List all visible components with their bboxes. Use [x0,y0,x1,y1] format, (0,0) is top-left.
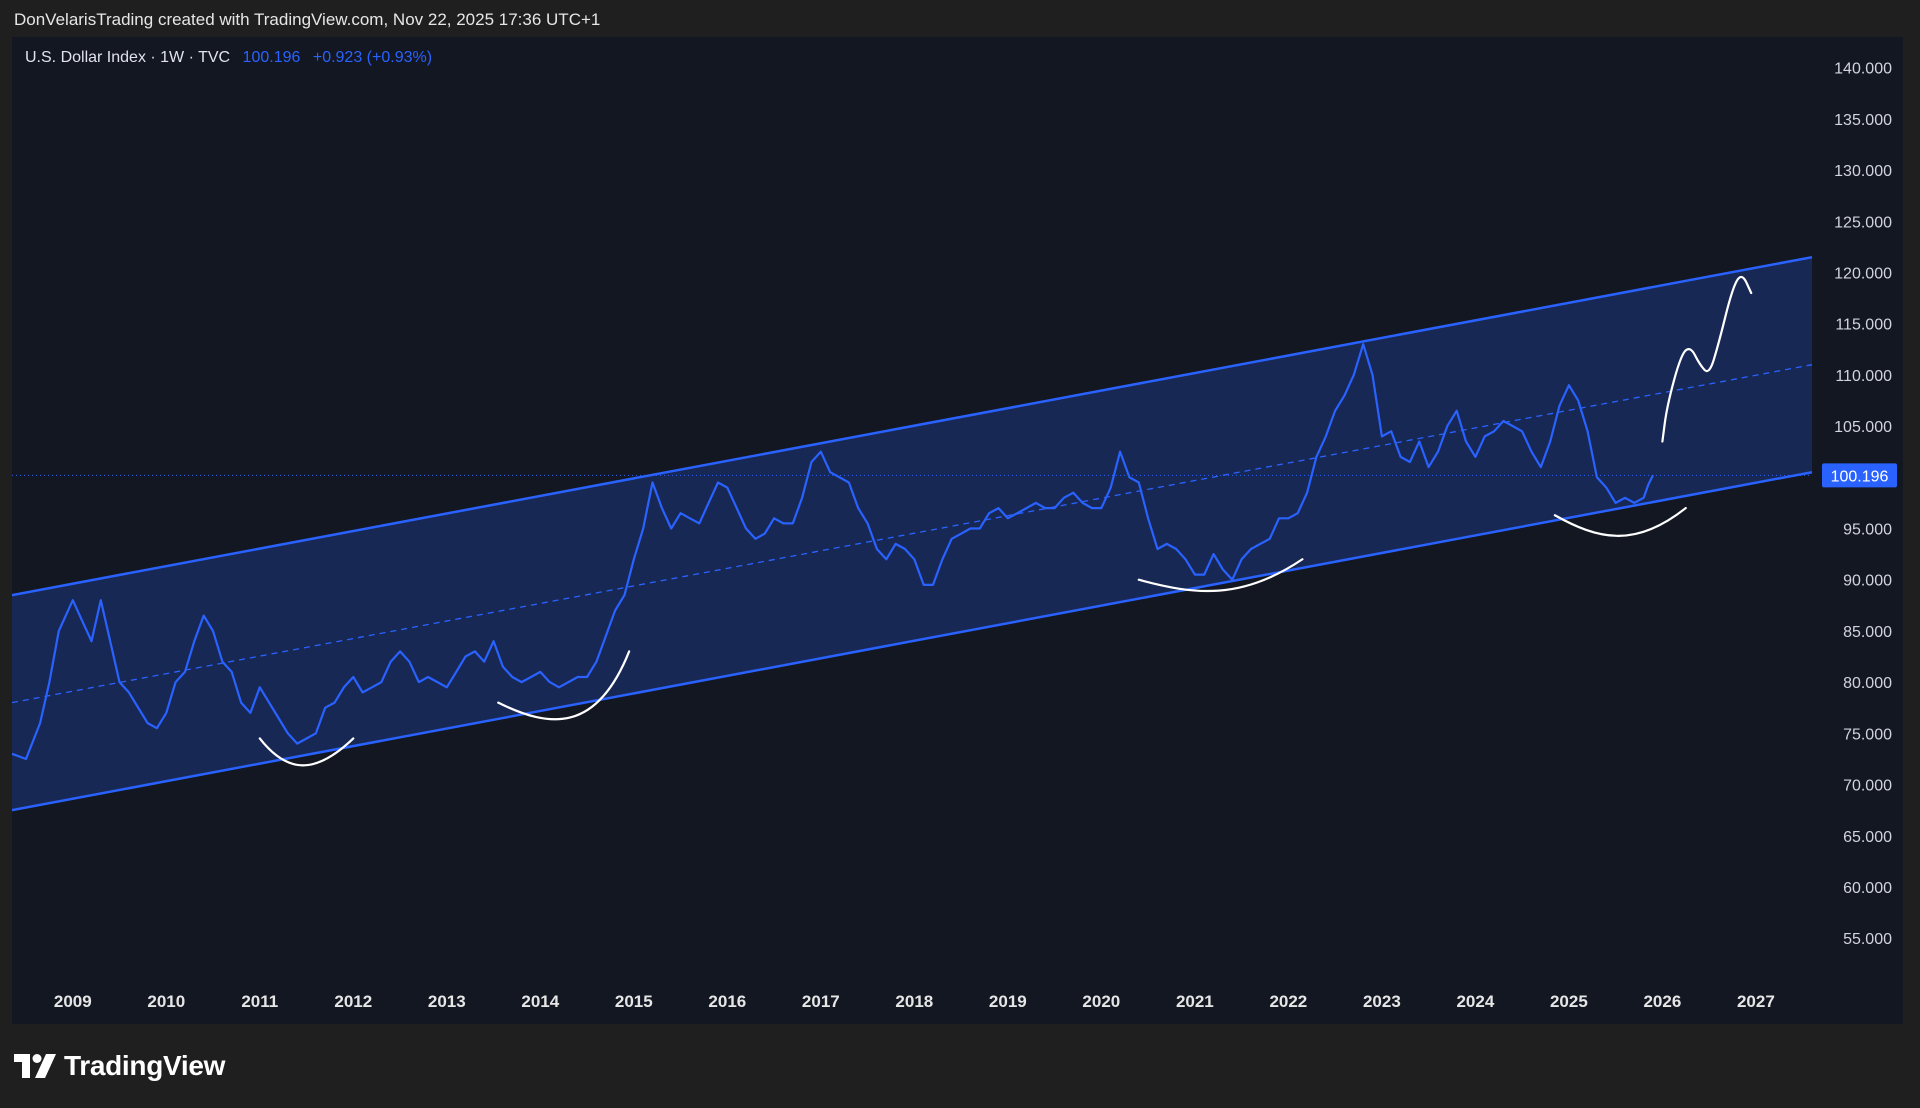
y-tick-label: 60.000 [1843,880,1892,897]
legend-change: +0.923 (+0.93%) [312,49,433,66]
x-tick-label: 2011 [241,992,278,1011]
x-tick-label: 2015 [615,992,653,1011]
price-chart[interactable]: 140.000 135.000 130.000 125.000 120.000 115.0… [12,37,1903,1024]
tradingview-logo-icon [14,1054,56,1078]
y-axis: 140.000 135.000 130.000 125.000 120.000 115.0… [1822,61,1897,948]
chart-legend[interactable]: U.S. Dollar Index · 1W · TVC 100.196 +0.… [25,49,432,67]
y-tick-label: 75.000 [1843,726,1892,743]
y-tick-label: 135.000 [1834,112,1892,129]
x-tick-label: 2017 [802,992,840,1011]
drawings-layer [258,275,1753,767]
channel-lower-line[interactable] [12,470,1813,812]
y-tick-label: 95.000 [1843,522,1892,539]
x-tick-label: 2016 [708,992,746,1011]
y-tick-label: 70.000 [1843,778,1892,795]
x-tick-label: 2013 [428,992,466,1011]
x-tick-label: 2023 [1363,992,1401,1011]
x-tick-label: 2026 [1643,992,1681,1011]
drawing-projection-path[interactable] [1661,275,1753,443]
drawing-arc-4[interactable] [1553,506,1687,537]
x-tick-label: 2019 [989,992,1027,1011]
x-tick-label: 2010 [147,992,185,1011]
x-tick-label: 2020 [1082,992,1120,1011]
y-tick-label: 140.000 [1834,61,1892,78]
x-tick-label: 2018 [895,992,933,1011]
series-layer [12,343,1654,761]
x-tick-label: 2021 [1176,992,1214,1011]
x-tick-label: 2025 [1550,992,1588,1011]
y-tick-label: 80.000 [1843,675,1892,692]
last-price-badge [1822,463,1897,488]
channel-middle-line[interactable] [12,364,1813,704]
y-tick-label: 110.000 [1835,368,1892,385]
last-price-badge-label: 100.196 [1831,468,1889,485]
y-tick-label: 65.000 [1843,829,1892,846]
y-tick-label: 115.000 [1835,317,1892,334]
y-tick-label: 105.000 [1834,419,1892,436]
drawing-arc-2[interactable] [497,650,631,721]
x-axis: 2009 2010 2011 2012 2013 2014 2015 2016 2017 2018… [54,992,1775,1011]
y-tick-label: 55.000 [1843,931,1892,948]
channel-layer [12,255,1813,812]
x-tick-label: 2009 [54,992,92,1011]
x-tick-label: 2024 [1456,992,1494,1011]
y-tick-label: 120.000 [1834,266,1892,283]
x-tick-label: 2014 [521,992,559,1011]
y-tick-label: 125.000 [1834,214,1892,231]
x-tick-label: 2012 [334,992,372,1011]
chart-attribution: DonVelarisTrading created with TradingVi… [14,10,601,29]
legend-symbol[interactable]: U.S. Dollar Index · 1W · TVC [25,49,231,66]
brand-name: TradingView [64,1050,226,1081]
legend-price: 100.196 [242,49,301,66]
price-series-line[interactable] [12,343,1654,761]
channel-upper-line[interactable] [12,255,1813,597]
x-tick-label: 2022 [1269,992,1307,1011]
y-tick-label: 130.000 [1834,163,1892,180]
drawing-arc-1[interactable] [258,737,355,767]
y-tick-label: 90.000 [1843,573,1892,590]
tradingview-logo[interactable]: TradingView [14,1050,225,1082]
x-tick-label: 2027 [1737,992,1775,1011]
y-tick-label: 85.000 [1843,624,1892,641]
drawing-arc-3[interactable] [1137,558,1304,593]
chart-area[interactable]: 140.000 135.000 130.000 125.000 120.000 115.0… [12,37,1903,1024]
